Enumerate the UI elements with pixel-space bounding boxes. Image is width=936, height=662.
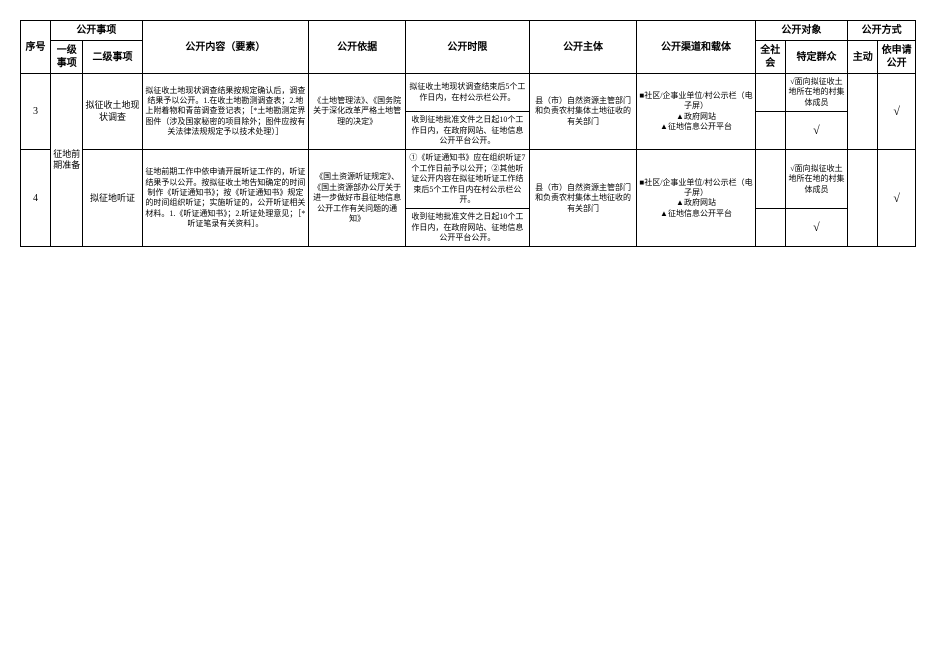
- cell-all: [755, 112, 785, 150]
- disclosure-table: 序号 公开事项 公开内容（要素） 公开依据 公开时限 公开主体 公开渠道和载体 …: [20, 20, 916, 247]
- header-target: 公开对象: [755, 21, 848, 41]
- cell-level2: 拟征收土地现状调查: [83, 74, 142, 150]
- cell-all: [755, 74, 785, 112]
- cell-group: √: [785, 112, 847, 150]
- header-all-society: 全社会: [755, 41, 785, 74]
- cell-time: ①《听证通知书》应在组织听证7个工作日前予以公开；②其他听证公开内容在拟征地听证…: [406, 150, 530, 209]
- cell-basis: 《土地管理法》、《国务院关于深化改革严格土地管理的决定》: [309, 74, 406, 150]
- cell-subject: 县（市）自然资源主管部门和负责农村集体土地征收的有关部门: [529, 74, 637, 150]
- cell-group: √: [785, 209, 847, 247]
- cell-content: 拟征收土地现状调查结果按规定确认后，调查结果予以公开。1.在收土地勘测调查表；2…: [142, 74, 309, 150]
- header-active: 主动: [848, 41, 878, 74]
- cell-seq: 4: [21, 150, 51, 247]
- cell-time: 拟征收土地现状调查结束后5个工作日内，在村公示栏公开。: [406, 74, 530, 112]
- header-seq: 序号: [21, 21, 51, 74]
- header-channel: 公开渠道和载体: [637, 21, 755, 74]
- cell-request: √: [878, 74, 916, 150]
- cell-content: 征地前期工作中依申请开展听证工作的，听证结果予以公开。按拟征收土地告知确定的时间…: [142, 150, 309, 247]
- cell-time: 收到征地批准文件之日起10个工作日内，在政府网站、征地信息公开平台公开。: [406, 209, 530, 247]
- cell-request: √: [878, 150, 916, 247]
- cell-group: √面向拟征收土地所在地的村集体成员: [785, 150, 847, 209]
- table-row: 3 征地前期准备 拟征收土地现状调查 拟征收土地现状调查结果按规定确认后，调查结…: [21, 74, 916, 112]
- cell-level2: 拟征地听证: [83, 150, 142, 247]
- header-content: 公开内容（要素）: [142, 21, 309, 74]
- cell-basis: 《国土资源听证规定》、《国土资源部办公厅关于进一步做好市县征地信息公开工作有关问…: [309, 150, 406, 247]
- header-level1: 一级事项: [51, 41, 83, 74]
- cell-time: 收到征地批准文件之日起10个工作日内，在政府网站、征地信息公开平台公开。: [406, 112, 530, 150]
- table-row: 4 拟征地听证 征地前期工作中依申请开展听证工作的，听证结果予以公开。按拟征收土…: [21, 150, 916, 209]
- header-basis: 公开依据: [309, 21, 406, 74]
- header-matters: 公开事项: [51, 21, 142, 41]
- cell-all: [755, 209, 785, 247]
- header-time: 公开时限: [406, 21, 530, 74]
- cell-all: [755, 150, 785, 209]
- cell-level1: 征地前期准备: [51, 74, 83, 247]
- cell-subject: 县（市）自然资源主管部门和负责农村集体土地征收的有关部门: [529, 150, 637, 247]
- cell-channel: ■社区/企事业单位/村公示栏（电子屏） ▲政府网站 ▲征地信息公开平台: [637, 74, 755, 150]
- header-by-request: 依申请公开: [878, 41, 916, 74]
- cell-seq: 3: [21, 74, 51, 150]
- cell-active: [848, 150, 878, 247]
- header-subject: 公开主体: [529, 21, 637, 74]
- cell-channel: ■社区/企事业单位/村公示栏（电子屏） ▲政府网站 ▲征地信息公开平台: [637, 150, 755, 247]
- cell-active: [848, 74, 878, 150]
- header-method: 公开方式: [848, 21, 916, 41]
- header-level2: 二级事项: [83, 41, 142, 74]
- cell-group: √面向拟征收土地所在地的村集体成员: [785, 74, 847, 112]
- header-specific-group: 特定群众: [785, 41, 847, 74]
